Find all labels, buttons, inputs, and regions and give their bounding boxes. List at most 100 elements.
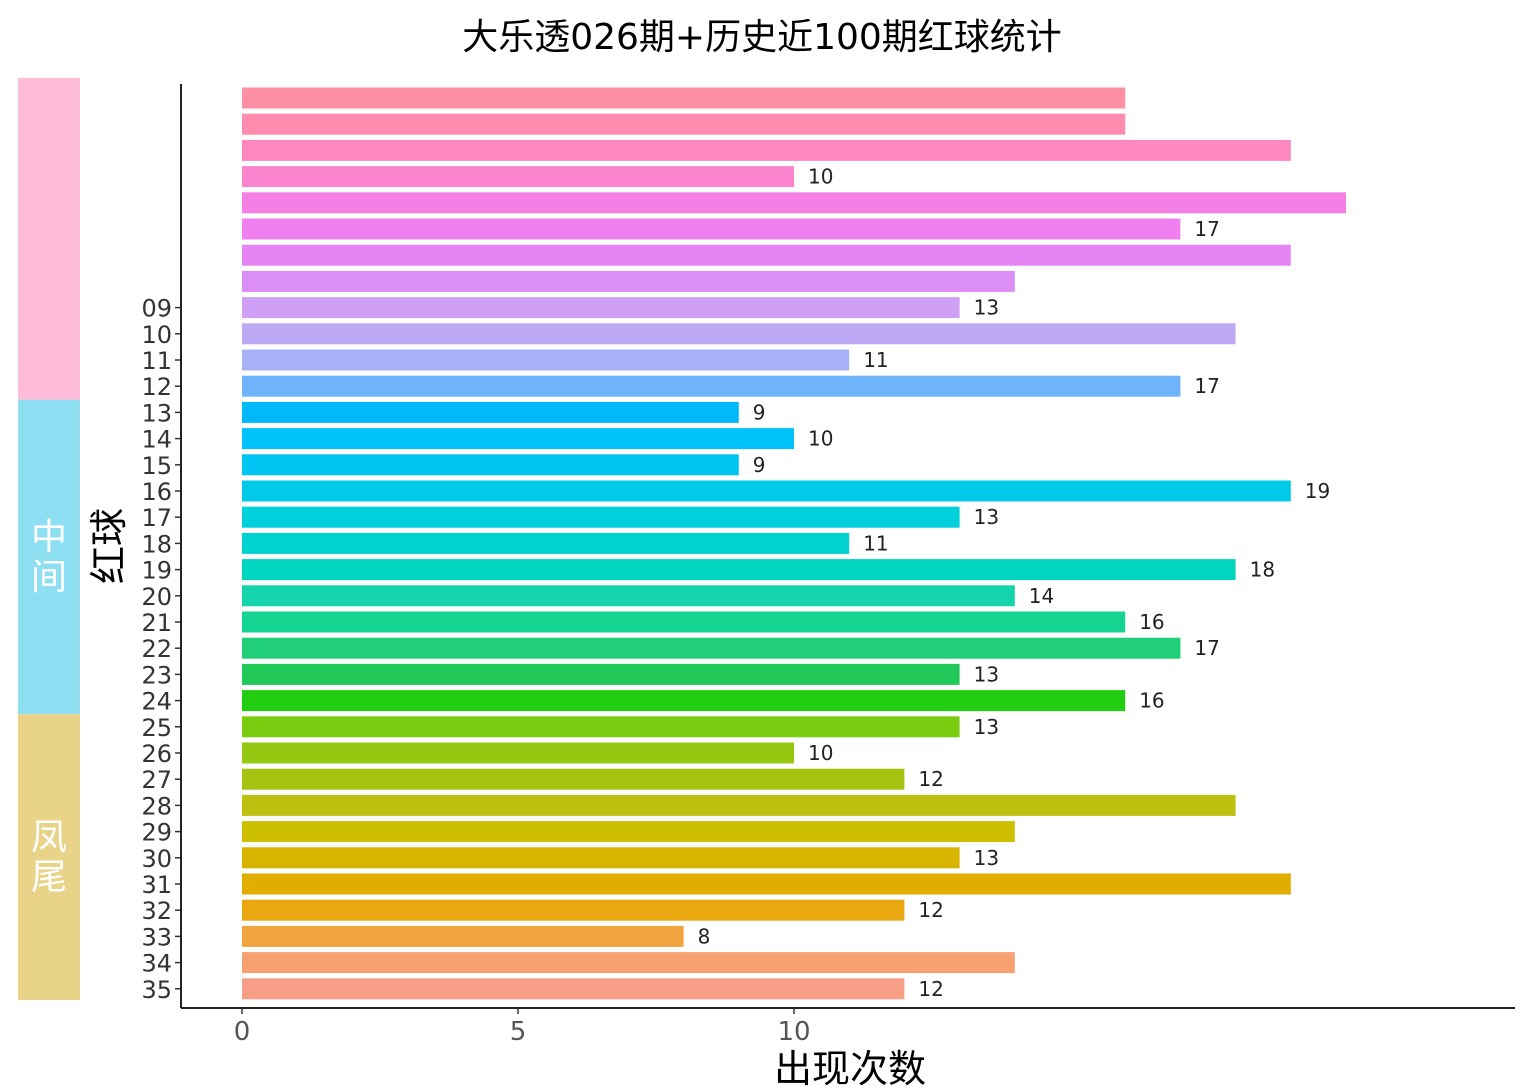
y-tick-label: 33 — [141, 923, 172, 951]
bar-22 — [242, 637, 1181, 659]
bar-09 — [242, 297, 960, 319]
zone-label-char: 中 — [31, 517, 67, 558]
bar-value-label: 14 — [1029, 584, 1054, 608]
bar-value-label: 11 — [863, 348, 888, 372]
bar-value-label: 12 — [918, 977, 943, 1001]
zone-strip-2 — [18, 399, 80, 715]
bar-28 — [242, 794, 1236, 816]
y-tick-label: 12 — [141, 373, 172, 401]
bar-14 — [242, 428, 794, 450]
x-tick-label: 10 — [777, 1017, 810, 1047]
bar-17 — [242, 506, 960, 528]
zone-strip-3 — [18, 714, 80, 1000]
y-tick-label: 24 — [141, 688, 172, 716]
bar-32 — [242, 899, 905, 921]
bar-23 — [242, 663, 960, 685]
zone-label-char: 间 — [31, 557, 67, 598]
bar-03 — [242, 139, 1291, 161]
bar-20 — [242, 585, 1015, 607]
y-tick-label: 13 — [141, 399, 172, 427]
y-tick-label: 28 — [141, 792, 172, 820]
bar-16 — [242, 480, 1291, 502]
bar-value-label: 13 — [974, 846, 999, 870]
bar-24 — [242, 690, 1126, 712]
y-tick-label: 19 — [141, 557, 172, 585]
y-tick-label: 11 — [141, 347, 172, 375]
bar-value-label: 10 — [808, 165, 833, 189]
bar-29 — [242, 821, 1015, 843]
x-tick-label: 0 — [234, 1017, 251, 1047]
y-tick-label: 29 — [141, 819, 172, 847]
bar-value-label: 17 — [1194, 217, 1219, 241]
y-tick-label: 27 — [141, 766, 172, 794]
bar-34 — [242, 952, 1015, 974]
bar-value-label: 16 — [1139, 689, 1164, 713]
y-tick-label: 09 — [141, 295, 172, 323]
bar-07 — [242, 244, 1291, 266]
y-tick-label: 10 — [141, 321, 172, 349]
y-tick-label: 21 — [141, 609, 172, 637]
bar-value-label: 8 — [698, 924, 711, 948]
bar-35 — [242, 978, 905, 1000]
zone-label-char: 凤 — [31, 817, 67, 858]
bar-25 — [242, 716, 960, 738]
zone-strip-1 — [18, 78, 80, 400]
bar-01 — [242, 87, 1126, 109]
x-tick-label: 5 — [510, 1017, 527, 1047]
bar-value-label: 17 — [1194, 636, 1219, 660]
y-tick-label: 30 — [141, 845, 172, 873]
y-tick-label: 14 — [141, 426, 172, 454]
bar-19 — [242, 559, 1236, 581]
bar-11 — [242, 349, 850, 371]
bar-30 — [242, 847, 960, 869]
y-tick-label: 15 — [141, 452, 172, 480]
y-axis-title: 红球 — [87, 508, 131, 584]
bar-31 — [242, 873, 1291, 895]
bar-value-label: 17 — [1194, 374, 1219, 398]
bar-02 — [242, 113, 1126, 135]
y-tick-label: 25 — [141, 714, 172, 742]
x-axis-title: 出现次数 — [774, 1047, 926, 1091]
bar-value-label: 9 — [753, 400, 766, 424]
y-tick-label: 35 — [141, 976, 172, 1004]
bar-value-label: 11 — [863, 531, 888, 555]
bar-15 — [242, 454, 739, 476]
bar-value-label: 13 — [974, 296, 999, 320]
bar-04 — [242, 166, 794, 188]
bar-33 — [242, 925, 684, 947]
bar-value-label: 13 — [974, 662, 999, 686]
bar-value-label: 16 — [1139, 610, 1164, 634]
zone-label-char: 尾 — [31, 857, 67, 898]
bar-value-label: 12 — [918, 767, 943, 791]
y-tick-label: 18 — [141, 530, 172, 558]
bar-13 — [242, 401, 739, 423]
bar-27 — [242, 768, 905, 790]
y-tick-label: 17 — [141, 504, 172, 532]
y-tick-label: 31 — [141, 871, 172, 899]
y-tick-label: 16 — [141, 478, 172, 506]
bar-12 — [242, 375, 1181, 397]
bar-21 — [242, 611, 1126, 633]
bar-value-label: 13 — [974, 505, 999, 529]
y-tick-label: 32 — [141, 897, 172, 925]
y-tick-label: 23 — [141, 661, 172, 689]
bar-26 — [242, 742, 794, 764]
bar-05 — [242, 192, 1346, 214]
y-tick-label: 22 — [141, 635, 172, 663]
bar-value-label: 10 — [808, 427, 833, 451]
bar-value-label: 18 — [1250, 558, 1275, 582]
bar-value-label: 19 — [1305, 479, 1330, 503]
bar-08 — [242, 270, 1015, 292]
y-tick-label: 20 — [141, 583, 172, 611]
bar-10 — [242, 323, 1236, 345]
y-tick-label: 34 — [141, 950, 172, 978]
bar-value-label: 13 — [974, 715, 999, 739]
y-tick-label: 26 — [141, 740, 172, 768]
chart-title: 大乐透026期+历史近100期红球统计 — [462, 17, 1062, 58]
bar-value-label: 10 — [808, 741, 833, 765]
bar-value-label: 12 — [918, 898, 943, 922]
bar-06 — [242, 218, 1181, 240]
bar-18 — [242, 532, 850, 554]
bar-value-label: 9 — [753, 453, 766, 477]
